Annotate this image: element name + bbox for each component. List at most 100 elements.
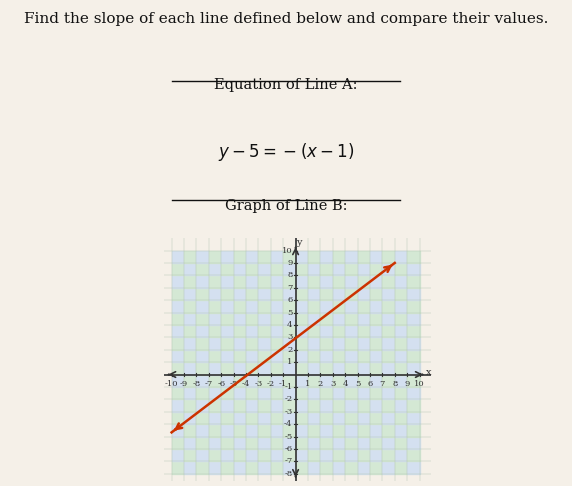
Bar [196, 276, 209, 288]
Bar [320, 449, 333, 461]
Bar [271, 436, 283, 449]
Bar [221, 276, 233, 288]
Text: -7: -7 [205, 380, 213, 388]
Bar [308, 276, 320, 288]
Bar [209, 436, 221, 449]
Bar [370, 325, 382, 337]
Bar [233, 300, 246, 312]
Bar [358, 312, 370, 325]
Text: -10: -10 [165, 380, 178, 388]
Bar [333, 449, 345, 461]
Bar [172, 387, 184, 399]
Bar [370, 412, 382, 424]
Bar [271, 288, 283, 300]
Bar [196, 325, 209, 337]
Text: -7: -7 [284, 457, 292, 465]
Bar [271, 337, 283, 350]
Bar [221, 375, 233, 387]
Bar [296, 412, 308, 424]
Bar [395, 350, 407, 362]
Bar [382, 449, 395, 461]
Bar [283, 387, 296, 399]
Bar [358, 449, 370, 461]
Bar [196, 387, 209, 399]
Bar [333, 312, 345, 325]
Bar [184, 300, 196, 312]
Bar [259, 412, 271, 424]
Bar [395, 288, 407, 300]
Bar [407, 325, 419, 337]
Bar [259, 276, 271, 288]
Bar [345, 300, 358, 312]
Bar [184, 325, 196, 337]
Bar [271, 412, 283, 424]
Bar [196, 461, 209, 474]
Bar [172, 412, 184, 424]
Bar [382, 412, 395, 424]
Bar [333, 276, 345, 288]
Bar [172, 399, 184, 412]
Text: 6: 6 [287, 296, 292, 304]
Bar [233, 436, 246, 449]
Text: 9: 9 [404, 380, 410, 388]
Bar [259, 312, 271, 325]
Bar [407, 350, 419, 362]
Bar [395, 375, 407, 387]
Bar [233, 325, 246, 337]
Text: -4: -4 [242, 380, 250, 388]
Bar [296, 312, 308, 325]
Bar [320, 276, 333, 288]
Bar [283, 312, 296, 325]
Bar [308, 449, 320, 461]
Bar [184, 312, 196, 325]
Bar [345, 375, 358, 387]
Bar [209, 325, 221, 337]
Bar [271, 300, 283, 312]
Bar [345, 399, 358, 412]
Text: 4: 4 [343, 380, 348, 388]
Bar [221, 350, 233, 362]
Bar [246, 399, 259, 412]
Bar [196, 350, 209, 362]
Bar [209, 337, 221, 350]
Bar [358, 276, 370, 288]
Bar [370, 288, 382, 300]
Bar [358, 251, 370, 263]
Bar [172, 375, 184, 387]
Bar [246, 276, 259, 288]
Bar [271, 449, 283, 461]
Bar [345, 362, 358, 375]
Bar [209, 461, 221, 474]
Bar [233, 288, 246, 300]
Bar [333, 412, 345, 424]
Bar [370, 300, 382, 312]
Bar [382, 375, 395, 387]
Bar [233, 362, 246, 375]
Bar [308, 251, 320, 263]
Bar [345, 350, 358, 362]
Bar [358, 263, 370, 276]
Bar [358, 436, 370, 449]
Text: -1: -1 [279, 380, 287, 388]
Bar [382, 251, 395, 263]
Bar [271, 387, 283, 399]
Bar [283, 251, 296, 263]
Bar [333, 362, 345, 375]
Bar [172, 276, 184, 288]
Bar [184, 362, 196, 375]
Text: 10: 10 [282, 246, 292, 255]
Bar [271, 276, 283, 288]
Bar [184, 412, 196, 424]
Bar [209, 251, 221, 263]
Bar [407, 375, 419, 387]
Bar [184, 436, 196, 449]
Bar [358, 387, 370, 399]
Bar [209, 412, 221, 424]
Bar [395, 412, 407, 424]
Bar [308, 325, 320, 337]
Bar [184, 424, 196, 436]
Text: -8: -8 [192, 380, 201, 388]
Bar [209, 288, 221, 300]
Bar [308, 375, 320, 387]
Text: -4: -4 [284, 420, 292, 428]
